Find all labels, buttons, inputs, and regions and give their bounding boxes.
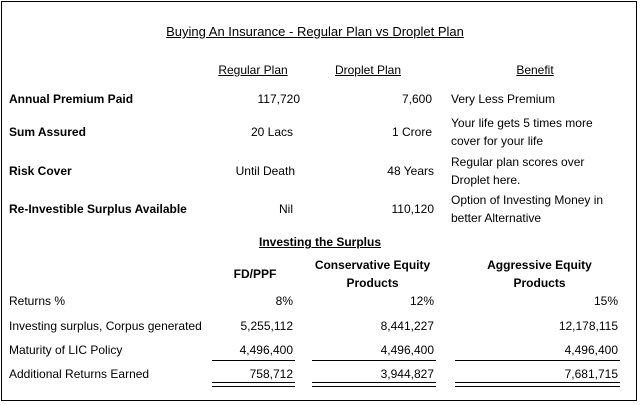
row-label-corpus-generated: Investing surplus, Corpus generated (9, 319, 202, 333)
aggressive-additional-returns: 7,681,715 (564, 367, 618, 381)
header-conservative-equity-line1: Conservative Equity (314, 258, 431, 272)
aggressive-returns: 15% (593, 294, 618, 308)
double-underline-fd (212, 382, 295, 387)
double-underline-aggressive (455, 382, 620, 387)
header-aggressive-equity-line2: Products (513, 276, 566, 290)
fd-corpus: 5,255,112 (240, 319, 294, 333)
row-label-risk-cover: Risk Cover (9, 164, 72, 178)
investing-section-title: Investing the Surplus (258, 235, 381, 249)
conservative-returns: 12% (409, 294, 434, 308)
header-conservative-equity-line2: Products (346, 276, 399, 290)
regular-annual-premium: 117,720 (257, 92, 301, 106)
droplet-reinvestible-surplus: 110,120 (391, 202, 435, 216)
droplet-risk-cover: 48 Years (387, 164, 434, 178)
underline-conservative (312, 360, 436, 361)
aggressive-corpus: 12,178,115 (558, 319, 618, 333)
benefit-sum-assured-line2: cover for your life (451, 134, 544, 148)
header-regular-plan: Regular Plan (218, 63, 288, 77)
conservative-lic-maturity: 4,496,400 (380, 343, 434, 357)
double-underline-conservative (312, 382, 436, 387)
regular-reinvestible-surplus: Nil (279, 202, 293, 216)
benefit-risk-cover-line2: Droplet here. (451, 173, 521, 187)
header-aggressive-equity-line1: Aggressive Equity (487, 258, 592, 272)
droplet-sum-assured: 1 Crore (391, 125, 432, 139)
header-droplet-plan: Droplet Plan (334, 63, 402, 77)
underline-aggressive (455, 360, 620, 361)
underline-fd (212, 360, 295, 361)
fd-additional-returns: 758,712 (249, 367, 293, 381)
row-label-lic-maturity: Maturity of LIC Policy (9, 343, 123, 357)
benefit-annual-premium: Very Less Premium (451, 92, 556, 106)
aggressive-lic-maturity: 4,496,400 (564, 343, 618, 357)
page-title: Buying An Insurance - Regular Plan vs Dr… (166, 24, 464, 39)
benefit-reinvestible-line1: Option of Investing Money in (451, 193, 604, 207)
row-label-additional-returns: Additional Returns Earned (9, 367, 150, 381)
row-label-returns: Returns % (9, 294, 66, 308)
benefit-reinvestible-line2: better Alternative (451, 211, 542, 225)
conservative-corpus: 8,441,227 (380, 319, 434, 333)
benefit-sum-assured-line1: Your life gets 5 times more (451, 116, 593, 130)
regular-sum-assured: 20 Lacs (250, 125, 293, 139)
droplet-annual-premium: 7,600 (401, 92, 432, 106)
regular-risk-cover: Until Death (235, 164, 295, 178)
fd-returns: 8% (275, 294, 293, 308)
row-label-reinvestible-surplus: Re-Investible Surplus Available (9, 202, 187, 216)
header-benefit: Benefit (516, 63, 554, 77)
conservative-additional-returns: 3,944,827 (380, 367, 434, 381)
header-fd-ppf: FD/PPF (233, 267, 277, 281)
row-label-sum-assured: Sum Assured (9, 125, 86, 139)
row-label-annual-premium: Annual Premium Paid (9, 92, 134, 106)
fd-lic-maturity: 4,496,400 (239, 343, 293, 357)
benefit-risk-cover-line1: Regular plan scores over (451, 155, 585, 169)
